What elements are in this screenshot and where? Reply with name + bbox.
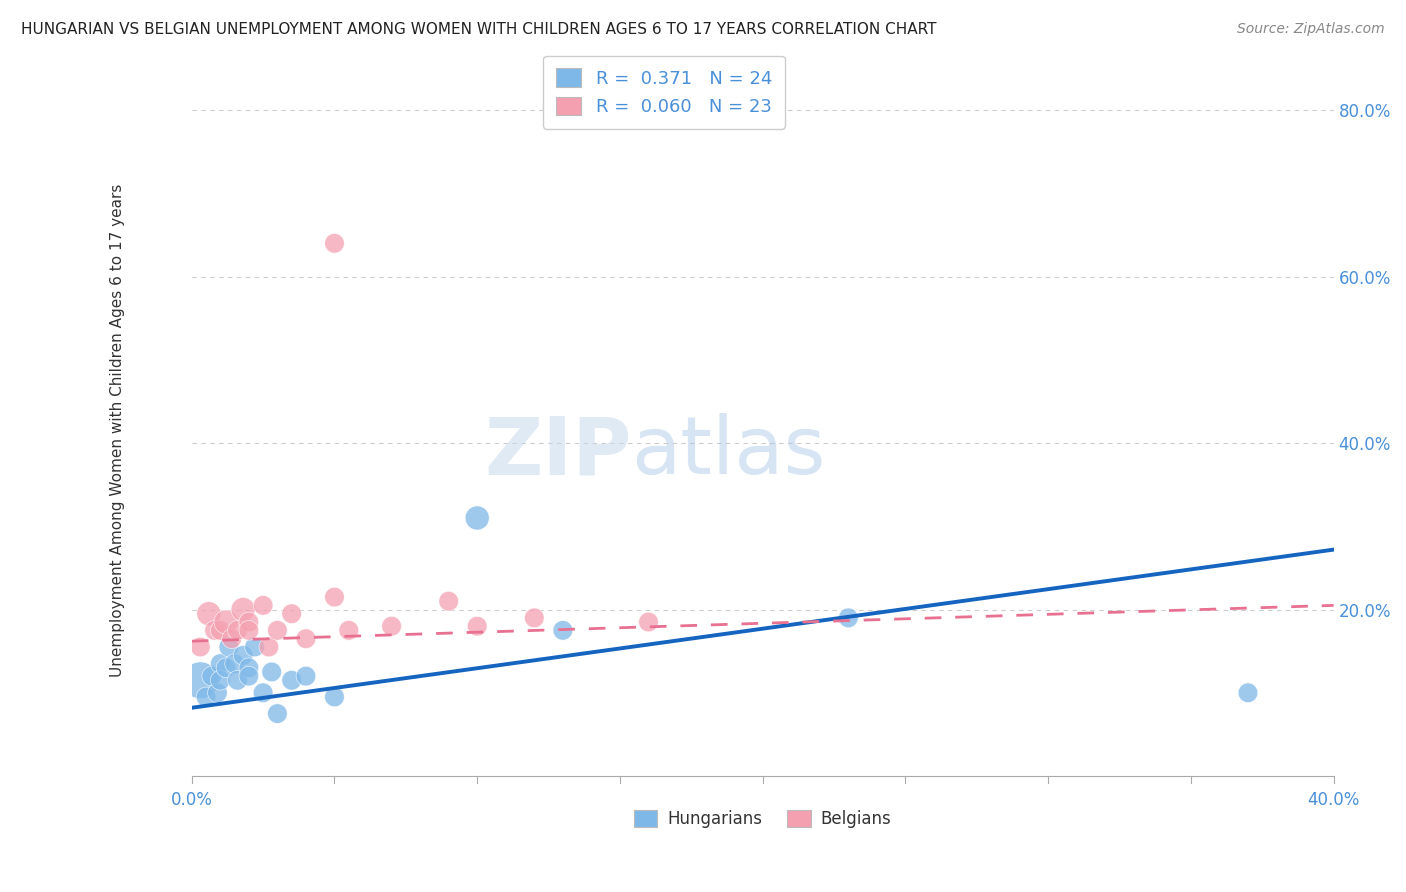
Point [201, 669, 224, 683]
Point [1237, 686, 1260, 700]
Point [381, 619, 404, 633]
Text: 0.0%: 0.0% [170, 791, 212, 809]
Text: Source: ZipAtlas.com: Source: ZipAtlas.com [1237, 22, 1385, 37]
Point [437, 594, 460, 608]
Point [295, 669, 318, 683]
Point [224, 657, 246, 671]
Point [337, 624, 360, 638]
Point [215, 615, 238, 629]
Point [238, 669, 260, 683]
Point [323, 236, 346, 251]
Point [238, 661, 260, 675]
Point [257, 640, 280, 654]
Point [465, 511, 488, 525]
Text: atlas: atlas [631, 413, 825, 491]
Point [523, 611, 546, 625]
Legend: Hungarians, Belgians: Hungarians, Belgians [627, 804, 898, 835]
Point [465, 619, 488, 633]
Point [188, 673, 211, 688]
Point [551, 624, 574, 638]
Point [209, 657, 232, 671]
Point [323, 690, 346, 704]
Point [837, 611, 859, 625]
Point [207, 686, 229, 700]
Point [209, 673, 232, 688]
Point [204, 624, 226, 638]
Point [323, 590, 346, 604]
Point [252, 599, 274, 613]
Point [232, 602, 254, 616]
Point [252, 686, 274, 700]
Point [209, 624, 232, 638]
Text: ZIP: ZIP [484, 413, 631, 491]
Point [232, 648, 254, 663]
Point [280, 607, 302, 621]
Point [226, 624, 249, 638]
Point [218, 640, 240, 654]
Text: HUNGARIAN VS BELGIAN UNEMPLOYMENT AMONG WOMEN WITH CHILDREN AGES 6 TO 17 YEARS C: HUNGARIAN VS BELGIAN UNEMPLOYMENT AMONG … [21, 22, 936, 37]
Text: Unemployment Among Women with Children Ages 6 to 17 years: Unemployment Among Women with Children A… [110, 184, 125, 677]
Point [221, 632, 243, 646]
Point [238, 615, 260, 629]
Point [188, 640, 211, 654]
Text: 40.0%: 40.0% [1308, 791, 1360, 809]
Point [198, 607, 221, 621]
Point [243, 640, 266, 654]
Point [226, 673, 249, 688]
Point [295, 632, 318, 646]
Point [215, 661, 238, 675]
Point [280, 673, 302, 688]
Point [266, 624, 288, 638]
Point [238, 624, 260, 638]
Point [266, 706, 288, 721]
Point [260, 665, 283, 679]
Point [637, 615, 659, 629]
Point [195, 690, 218, 704]
